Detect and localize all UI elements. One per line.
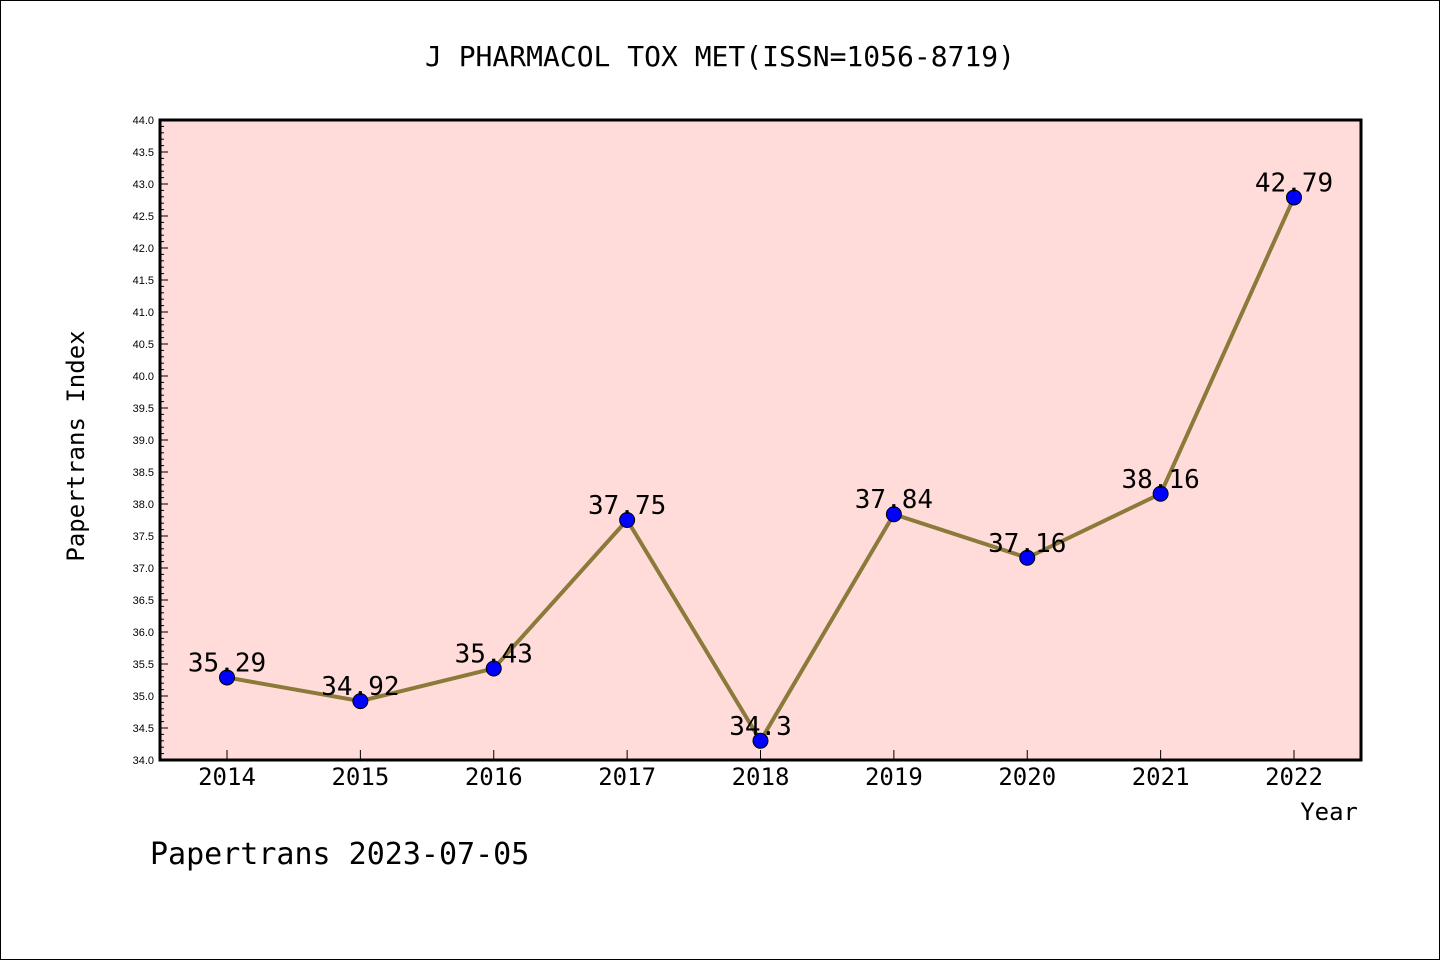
y-tick-label: 40.0	[133, 371, 154, 383]
x-tick-label: 2022	[1265, 763, 1323, 791]
data-point	[352, 693, 369, 710]
y-tick-label: 35.0	[133, 691, 154, 703]
data-point	[219, 669, 235, 686]
y-tick-label: 34.5	[133, 723, 154, 735]
y-tick-label: 37.0	[133, 563, 154, 575]
y-tick-label: 37.5	[133, 531, 154, 543]
y-tick-label: 34.0	[133, 755, 154, 767]
y-tick-label: 41.0	[133, 307, 154, 319]
plot-area	[160, 120, 1361, 760]
y-tick-label: 42.0	[133, 243, 154, 255]
x-axis-label: Year	[1300, 798, 1358, 826]
y-tick-label: 38.0	[133, 499, 154, 511]
y-tick-label: 36.5	[133, 595, 154, 607]
data-point	[619, 512, 636, 528]
data-label: 37.84	[855, 485, 933, 515]
x-tick-label: 2014	[198, 763, 256, 791]
data-point	[1019, 549, 1036, 566]
data-label: 37.16	[988, 529, 1066, 559]
data-point	[485, 660, 502, 677]
y-tick-label: 40.5	[133, 339, 154, 351]
data-label: 38.16	[1121, 465, 1199, 495]
plot-border	[158, 118, 1363, 762]
x-tick-label: 2019	[865, 763, 923, 791]
y-axis-label: Papertrans Index	[62, 330, 90, 561]
y-tick-label: 35.5	[133, 659, 154, 671]
data-point	[1152, 485, 1169, 502]
y-tick-label: 43.0	[133, 179, 154, 191]
data-point	[752, 732, 769, 749]
y-tick-label: 38.5	[133, 467, 154, 479]
x-tick-label: 2018	[732, 763, 790, 791]
data-label: 37.75	[588, 491, 666, 521]
data-point	[885, 506, 902, 523]
data-label: 34.92	[321, 672, 399, 702]
y-tick-label: 39.5	[133, 403, 154, 415]
x-tick-label: 2017	[598, 763, 656, 791]
data-markers	[219, 189, 1302, 749]
y-tick-label: 42.5	[133, 211, 154, 223]
data-labels: 35.29 34.92 35.43 37.75 34.3 37.84 37.16 38.16 4…	[188, 168, 1333, 741]
y-tick-label: 44.0	[133, 115, 154, 127]
footer-text: Papertrans 2023-07-05	[150, 837, 529, 872]
data-point	[1286, 189, 1302, 206]
data-label: 35.43	[455, 639, 533, 669]
x-tick-label: 2015	[331, 763, 389, 791]
y-tick-label: 41.5	[133, 275, 154, 287]
x-tick-label: 2020	[998, 763, 1056, 791]
chart-title: J PHARMACOL TOX MET(ISSN=1056-8719)	[425, 40, 1015, 73]
x-axis: 2014 2015 2016 2017 2018 2019 2020 2021 2022	[198, 750, 1323, 791]
y-axis: 34.0 34.5 35.0 35.5 36.0 36.5 37.0 37.5 38.0 38.5…	[133, 115, 168, 767]
data-label: 34.3	[729, 712, 792, 742]
x-tick-label: 2016	[465, 763, 523, 791]
y-tick-label: 36.0	[133, 627, 154, 639]
data-label: 42.79	[1255, 168, 1333, 198]
y-tick-label: 39.0	[133, 435, 154, 447]
data-label: 35.29	[188, 648, 266, 678]
y-tick-label: 43.5	[133, 147, 154, 159]
x-tick-label: 2021	[1132, 763, 1190, 791]
